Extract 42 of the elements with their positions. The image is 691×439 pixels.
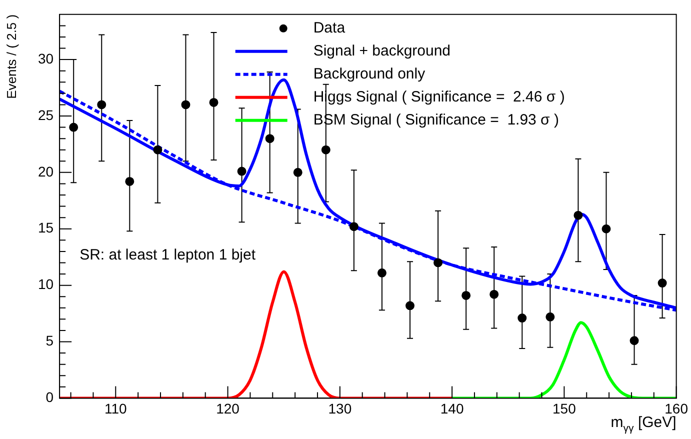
y-tick-label: 15 [38, 220, 54, 236]
point [658, 278, 667, 288]
point [209, 98, 218, 107]
legend-label: Data [313, 20, 346, 37]
point [321, 145, 330, 154]
x-tick-label: 110 [104, 400, 128, 416]
y-axis-title: Events / ( 2.5 ) [4, 14, 19, 99]
point [181, 100, 190, 110]
line-series [450, 321, 676, 398]
legend-label: Background only [313, 66, 426, 83]
point [153, 145, 162, 154]
point [237, 166, 246, 176]
annotation: SR: at least 1 lepton 1 bjet [80, 246, 256, 264]
x-tick-label: 140 [440, 400, 464, 416]
point [406, 301, 414, 310]
point [546, 312, 555, 322]
y-tick-label: 20 [38, 163, 54, 180]
point [518, 314, 527, 323]
point [125, 176, 134, 186]
point [349, 222, 358, 232]
point [490, 290, 499, 299]
point [97, 100, 106, 110]
point [630, 336, 639, 346]
point [574, 210, 583, 220]
point [69, 122, 78, 132]
x-tick-label: 120 [216, 400, 240, 416]
point [602, 224, 611, 234]
line-series [60, 270, 454, 398]
legend-label: Signal + background [313, 42, 451, 60]
point [462, 290, 471, 300]
y-tick-label: 10 [38, 276, 54, 292]
x-tick-label: 130 [328, 400, 352, 416]
y-tick-label: 5 [46, 332, 54, 349]
point [377, 268, 386, 278]
y-tick-label: 25 [38, 106, 54, 123]
y-tick-label: 0 [46, 389, 54, 406]
x-tick-label: 160 [664, 400, 688, 416]
point [265, 134, 274, 144]
x-tick-label: 150 [552, 400, 576, 416]
point [434, 258, 443, 268]
y-tick-label: 30 [38, 50, 54, 66]
point [293, 168, 302, 177]
